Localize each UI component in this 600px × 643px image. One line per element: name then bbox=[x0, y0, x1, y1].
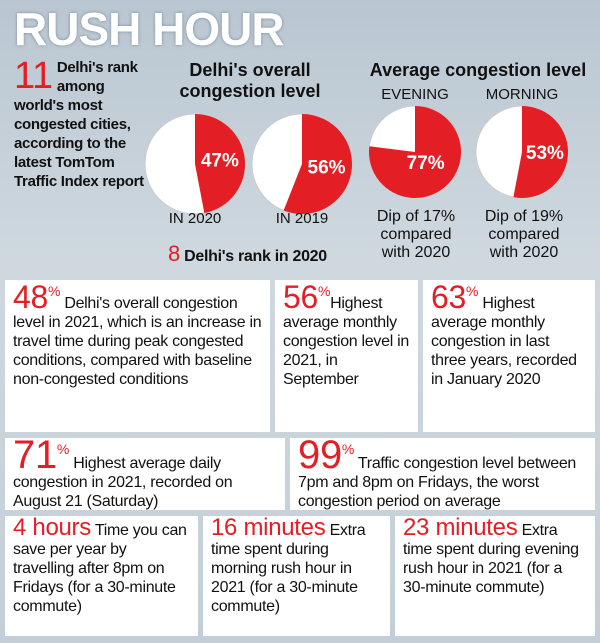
pie-label: 56% bbox=[308, 158, 346, 179]
period: EVENING bbox=[381, 86, 449, 103]
stat-unit: % bbox=[48, 283, 61, 299]
stat-box: 63% Highest average monthly congestion i… bbox=[423, 280, 595, 432]
stat-value: 48 bbox=[13, 279, 48, 315]
stat-unit: % bbox=[466, 283, 479, 299]
pie-caption: IN 2019 bbox=[275, 210, 329, 227]
stat-unit: % bbox=[341, 441, 355, 457]
rank-2020-text: Delhi's rank in 2020 bbox=[184, 248, 327, 265]
stat-text: Traffic congestion level between 7pm and… bbox=[298, 455, 577, 510]
pie: 77% bbox=[368, 105, 462, 199]
pie-caption: Dip of 17% compared with 2020 bbox=[376, 208, 456, 261]
pie-slice bbox=[283, 114, 352, 214]
pie-caption: Dip of 19% compared with 2020 bbox=[484, 208, 564, 261]
average-heading: Average congestion level bbox=[369, 60, 587, 80]
stat-text: Extra time spent during morning rush hou… bbox=[211, 522, 366, 615]
stat-text: Highest average daily congestion in 2021… bbox=[13, 455, 233, 510]
stat-box: 99% Traffic congestion level between 7pm… bbox=[290, 435, 595, 510]
stat-box: 56%Highest average monthly congestion le… bbox=[275, 280, 418, 432]
title: RUSH HOUR bbox=[14, 3, 285, 55]
pie-slice bbox=[195, 114, 245, 214]
stat-value: 4 hours bbox=[13, 514, 91, 541]
stat-box: 71% Highest average daily congestion in … bbox=[5, 435, 285, 510]
stat-text: Extra time spent during evening rush hou… bbox=[403, 522, 579, 596]
pie-label: 47% bbox=[201, 151, 239, 172]
stat-value: 16 minutes bbox=[211, 514, 326, 541]
stat-value: 23 minutes bbox=[403, 514, 518, 541]
stat-text: Highest average monthly congestion in la… bbox=[431, 295, 577, 388]
stat-unit: % bbox=[56, 441, 70, 457]
pie: 47% bbox=[144, 113, 246, 215]
rank-text: Delhi's rank among world's most congeste… bbox=[14, 59, 144, 190]
pie-caption: IN 2020 bbox=[168, 210, 222, 227]
stat-box: 23 minutes Extra time spent during eveni… bbox=[395, 516, 595, 636]
stat-box: 16 minutes Extra time spent during morni… bbox=[203, 516, 390, 636]
stat-value: 99 bbox=[298, 433, 342, 477]
stat-value: 56 bbox=[283, 279, 318, 315]
pie: 56% bbox=[251, 113, 353, 215]
stat-text: Time you can save per year by travelling… bbox=[13, 522, 187, 615]
pie-label: 53% bbox=[526, 143, 564, 164]
rank-2020: 8 Delhi's rank in 2020 bbox=[168, 241, 327, 266]
stat-text: Delhi's overall congestion level in 2021… bbox=[13, 295, 262, 388]
stat-box: 48% Delhi's overall congestion level in … bbox=[5, 280, 270, 432]
period: MORNING bbox=[485, 86, 559, 103]
overall-heading: Delhi's overall congestion level bbox=[179, 60, 321, 101]
stat-unit: % bbox=[318, 283, 331, 299]
pie-slice bbox=[369, 106, 461, 198]
stat-value: 63 bbox=[431, 279, 466, 315]
pie: 53% bbox=[475, 105, 569, 199]
stat-text: Highest average monthly congestion level… bbox=[283, 295, 409, 388]
rank-value: 11 bbox=[14, 55, 53, 97]
rank-note: 11 Delhi's rank among world's most conge… bbox=[14, 55, 144, 191]
pie-slice bbox=[513, 106, 568, 198]
rank-2020-value: 8 bbox=[168, 241, 180, 266]
stat-box: 4 hours Time you can save per year by tr… bbox=[5, 516, 198, 636]
pie-label: 77% bbox=[407, 153, 445, 174]
stat-value: 71 bbox=[13, 433, 57, 477]
